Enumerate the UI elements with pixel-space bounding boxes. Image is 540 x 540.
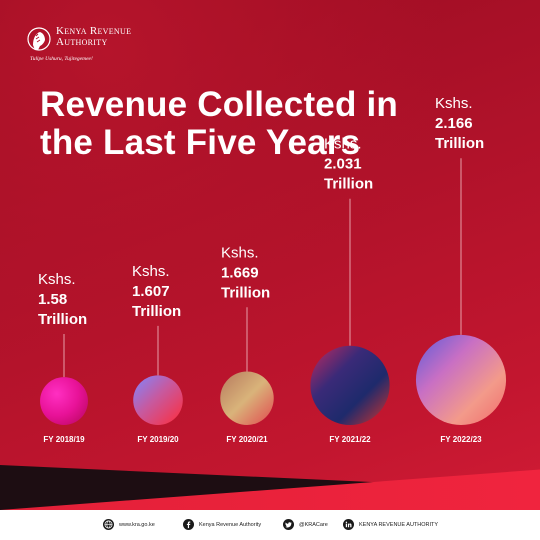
value-unit-label: Trillion bbox=[132, 303, 181, 320]
category-label: FY 2019/20 bbox=[137, 435, 179, 444]
title-line-1: Revenue Collected in bbox=[40, 85, 398, 124]
page-title: Revenue Collected in the Last Five Years bbox=[40, 86, 398, 162]
facebook-link[interactable]: Kenya Revenue Authority bbox=[199, 521, 262, 528]
value-number-label: 1.669 bbox=[221, 264, 259, 281]
logo-text: Kenya Revenue Authority Tulipe Ushuru, T… bbox=[30, 25, 132, 63]
category-label: FY 2022/23 bbox=[440, 435, 482, 444]
value-unit-label: Trillion bbox=[435, 135, 484, 152]
linkedin-link[interactable]: KENYA REVENUE AUTHORITY bbox=[359, 521, 439, 528]
value-prefix-label: Kshs. bbox=[435, 95, 473, 112]
kra-logo: Kenya Revenue Authority Tulipe Ushuru, T… bbox=[26, 26, 131, 62]
value-number-label: 2.166 bbox=[435, 115, 473, 132]
bubble-fy-2019-20 bbox=[133, 375, 183, 425]
value-number-label: 2.031 bbox=[324, 156, 362, 173]
globe-icon bbox=[103, 519, 114, 530]
website-link[interactable]: www.kra.go.ke bbox=[119, 521, 155, 528]
poster bbox=[0, 0, 540, 510]
brand-tagline: Tulipe Ushuru, Tujitegemee! bbox=[30, 56, 93, 62]
category-label: FY 2018/19 bbox=[43, 435, 85, 444]
bubble-fy-2021-22 bbox=[310, 345, 390, 425]
revenue-bubble-chart: Kshs. 1.58 Trillion FY 2018/19 Kshs. 1.607 Tri… bbox=[38, 95, 507, 444]
category-label: FY 2020/21 bbox=[226, 435, 268, 444]
value-unit-label: Trillion bbox=[38, 311, 87, 328]
footer-twitter[interactable]: @KRACare bbox=[283, 519, 328, 530]
linkedin-icon bbox=[343, 519, 354, 530]
category-label: FY 2021/22 bbox=[329, 435, 371, 444]
bubble-fy-2020-21 bbox=[220, 371, 274, 425]
bubble-fy-2018-19 bbox=[40, 377, 88, 425]
facebook-icon bbox=[183, 519, 194, 530]
value-prefix-label: Kshs. bbox=[132, 263, 170, 280]
twitter-icon bbox=[283, 519, 294, 530]
value-number-label: 1.58 bbox=[38, 291, 67, 308]
twitter-handle[interactable]: @KRACare bbox=[299, 521, 328, 528]
value-prefix-label: Kshs. bbox=[221, 244, 259, 261]
value-number-label: 1.607 bbox=[132, 283, 170, 300]
value-unit-label: Trillion bbox=[221, 284, 270, 301]
value-unit-label: Trillion bbox=[324, 176, 373, 193]
lion-logo-icon bbox=[27, 27, 51, 51]
title-line-2: the Last Five Years bbox=[40, 123, 361, 162]
brand-name-line2: Authority bbox=[56, 36, 108, 48]
brand-name-line1: Kenya Revenue bbox=[56, 25, 132, 37]
footer: www.kra.go.ke Kenya Revenue Authority @K… bbox=[0, 510, 540, 540]
value-prefix-label: Kshs. bbox=[38, 271, 76, 288]
value-prefix-label: Kshs. bbox=[324, 136, 362, 153]
footer-linkedin[interactable]: KENYA REVENUE AUTHORITY bbox=[343, 519, 438, 530]
footer-website[interactable]: www.kra.go.ke bbox=[103, 519, 155, 530]
footer-facebook[interactable]: Kenya Revenue Authority bbox=[183, 519, 261, 530]
bubble-fy-2022-23 bbox=[415, 334, 507, 425]
